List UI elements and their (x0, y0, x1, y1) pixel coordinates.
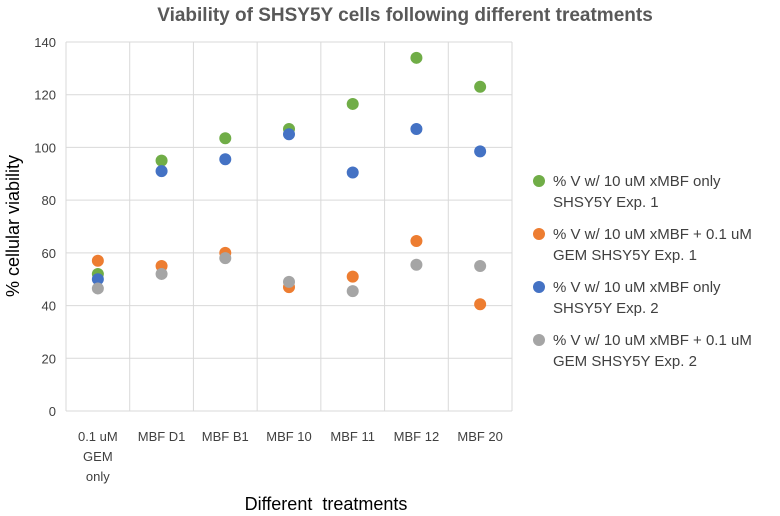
data-point (474, 260, 487, 273)
y-axis-label: % cellular viability (3, 155, 23, 297)
legend-label: % V w/ 10 uM xMBF only (553, 173, 721, 190)
data-point (346, 166, 359, 179)
x-tick-label: MBF 10 (266, 429, 312, 444)
legend-label: GEM SHSY5Y Exp. 1 (553, 247, 697, 264)
x-axis-ticks: 0.1 uM GEM only MBF D1 MBF B1 MBF 10 MBF 11 MBF… (78, 429, 503, 484)
legend-label: GEM SHSY5Y Exp. 2 (553, 353, 697, 370)
y-tick-label: 140 (34, 35, 56, 50)
data-point (474, 298, 487, 311)
data-point (474, 145, 487, 158)
legend-label: SHSY5Y Exp. 1 (553, 194, 659, 211)
data-point (474, 80, 487, 93)
x-tick-label: MBF D1 (138, 429, 186, 444)
x-tick-label: MBF B1 (202, 429, 249, 444)
data-point (346, 270, 359, 283)
legend-label: % V w/ 10 uM xMBF only (553, 279, 721, 296)
legend-item: % V w/ 10 uM xMBF only SHSY5Y Exp. 1 (533, 173, 721, 211)
legend-item: % V w/ 10 uM xMBF only SHSY5Y Exp. 2 (533, 279, 721, 317)
y-tick-label: 20 (42, 351, 56, 366)
y-tick-label: 40 (42, 299, 56, 314)
data-point (410, 258, 423, 271)
y-axis-ticks: 0 20 40 60 80 100 120 140 (34, 35, 56, 419)
legend-label: SHSY5Y Exp. 2 (553, 300, 659, 317)
data-point (91, 273, 104, 286)
legend-marker (533, 175, 545, 187)
y-tick-label: 80 (42, 193, 56, 208)
x-tick-label: MBF 11 (330, 429, 375, 444)
x-tick-label: MBF 20 (457, 429, 503, 444)
data-point (346, 97, 359, 110)
data-point (410, 51, 423, 64)
legend-marker (533, 281, 545, 293)
data-point (283, 128, 295, 141)
x-tick-label: MBF 12 (394, 429, 440, 444)
data-point (219, 252, 232, 265)
y-tick-label: 120 (34, 88, 56, 103)
legend-label: % V w/ 10 uM xMBF + 0.1 uM (553, 332, 752, 349)
data-points (91, 51, 487, 311)
data-point (91, 282, 104, 295)
legend-item: % V w/ 10 uM xMBF + 0.1 uM GEM SHSY5Y Exp… (533, 332, 752, 370)
x-axis-label: Different treatments (245, 494, 408, 514)
data-point (91, 254, 104, 267)
data-point (410, 234, 423, 247)
legend-item: % V w/ 10 uM xMBF + 0.1 uM GEM SHSY5Y Exp… (533, 226, 752, 264)
data-point (283, 275, 295, 288)
legend-marker (533, 228, 545, 240)
y-tick-label: 100 (34, 140, 56, 155)
legend-marker (533, 334, 545, 346)
data-point (219, 153, 232, 166)
chart-title: Viability of SHSY5Y cells following diff… (157, 5, 653, 26)
data-point (155, 267, 168, 280)
y-tick-label: 60 (42, 246, 56, 261)
data-point (155, 165, 168, 178)
data-point (155, 154, 168, 167)
data-point (410, 122, 423, 135)
data-point (219, 132, 232, 145)
data-point (346, 285, 359, 298)
legend-label: % V w/ 10 uM xMBF + 0.1 uM (553, 226, 752, 243)
x-tick-label: only (86, 469, 110, 484)
grid-lines (65, 41, 513, 412)
x-tick-label: GEM (83, 449, 113, 464)
x-tick-label: 0.1 uM (78, 429, 118, 444)
y-tick-label: 0 (49, 404, 56, 419)
